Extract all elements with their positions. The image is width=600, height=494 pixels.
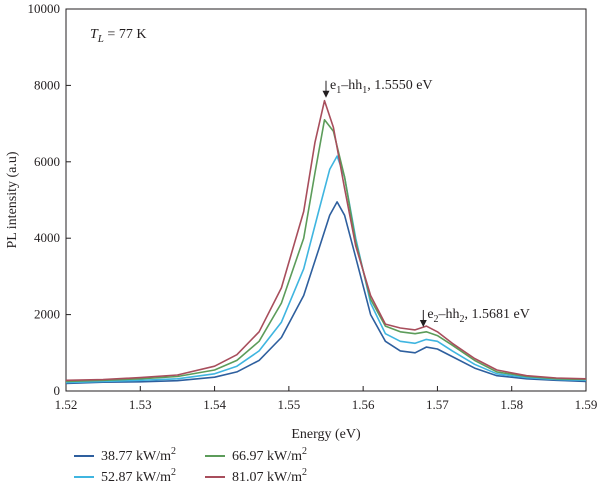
series-line-3: [65, 119, 587, 383]
legend-label: 52.87 kW/m2: [101, 467, 176, 485]
series-line-4: [65, 99, 587, 382]
series-line-1: [65, 201, 587, 385]
x-tick-label: 1.59: [575, 397, 598, 412]
x-tick-label: 1.54: [203, 397, 226, 412]
y-tick-label: 2000: [34, 307, 60, 322]
y-tick-label: 8000: [34, 77, 60, 92]
x-axis-title: Energy (eV): [291, 427, 361, 442]
peak-annotation: e1–hh1, 1.5550 eV: [330, 78, 433, 96]
axis-ticks: 1.52 1.53 1.54 1.55 1.56 1.57 1.58 1.59 0 2000 400…: [28, 1, 598, 412]
x-tick-label: 1.52: [55, 397, 78, 412]
annotation-part: 2: [460, 314, 465, 325]
annotation-part: e: [330, 78, 336, 93]
annotation-part: 2: [434, 314, 439, 325]
annotation-part: –hh: [340, 78, 362, 93]
legend-label: 38.77 kW/m2: [101, 446, 176, 464]
legend-label-sup: 2: [302, 467, 307, 478]
annotation-arrow-head: [322, 90, 330, 98]
x-tick-label: 1.53: [129, 397, 152, 412]
annotation-part: e: [427, 307, 433, 322]
annotation-part: 1: [336, 85, 341, 96]
annotation-part: , 1.5681 eV: [465, 307, 530, 322]
y-tick-label: 4000: [34, 230, 60, 245]
condition-label: TL = 77 K: [90, 27, 146, 45]
annotation-arrow-head: [419, 319, 427, 327]
y-tick-label: 6000: [34, 154, 60, 169]
annotation-part: –hh: [438, 307, 460, 322]
annotation-part: 1: [362, 85, 367, 96]
peak-annotation: e2–hh2, 1.5681 eV: [427, 307, 530, 325]
x-tick-label: 1.56: [352, 397, 375, 412]
series-line-2: [65, 155, 587, 384]
x-tick-label: 1.58: [500, 397, 523, 412]
legend-label: 81.07 kW/m2: [232, 467, 307, 485]
y-tick-label: 10000: [28, 1, 61, 16]
x-tick-label: 1.57: [426, 397, 449, 412]
legend-label: 66.97 kW/m2: [232, 446, 307, 464]
annotation-part: , 1.5550 eV: [367, 78, 432, 93]
series-lines: [65, 99, 587, 385]
legend-label-text: 38.77 kW/m: [101, 449, 171, 464]
legend-label-text: 81.07 kW/m: [232, 470, 302, 485]
legend-label-sup: 2: [302, 446, 307, 457]
y-tick-label: 0: [54, 383, 61, 398]
legend-label-sup: 2: [171, 446, 176, 457]
plot-area: [65, 8, 587, 392]
y-axis-title: PL intensity (a.u): [5, 151, 20, 248]
legend-label-sup: 2: [171, 467, 176, 478]
legend-label-text: 52.87 kW/m: [101, 470, 171, 485]
legend-label-text: 66.97 kW/m: [232, 449, 302, 464]
x-tick-label: 1.55: [277, 397, 300, 412]
